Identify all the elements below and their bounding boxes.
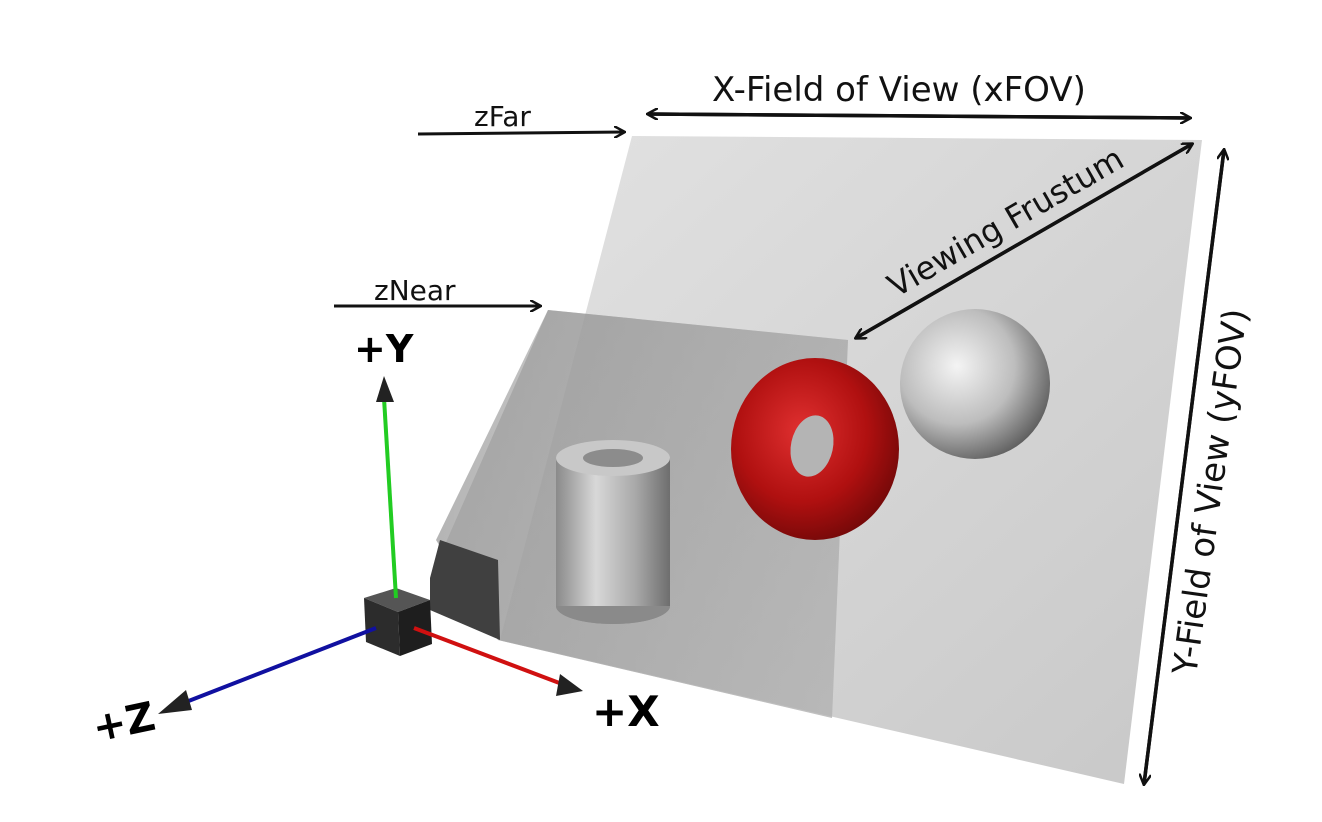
axis-z [158, 626, 377, 714]
axis-y-label: +Y [354, 327, 414, 371]
camera-object [364, 540, 500, 656]
axis-y [376, 376, 398, 599]
sphere-object [900, 309, 1050, 459]
z-far-arrow [417, 132, 624, 134]
y-fov-label: Y-Field of View (yFOV) [1165, 306, 1256, 678]
z-far-label: zFar [474, 100, 531, 133]
x-fov-arrow [648, 114, 1190, 118]
cylinder-object [556, 440, 670, 624]
axis-x-label: +X [592, 687, 660, 736]
z-near-label: zNear [374, 274, 456, 307]
axis-z-label: +Z [89, 694, 160, 752]
viewing-frustum-arrow [856, 144, 1192, 338]
axis-x [413, 626, 583, 696]
y-fov-arrow [1144, 150, 1224, 784]
x-fov-label: X-Field of View (xFOV) [712, 70, 1086, 110]
torus-object [731, 358, 899, 540]
